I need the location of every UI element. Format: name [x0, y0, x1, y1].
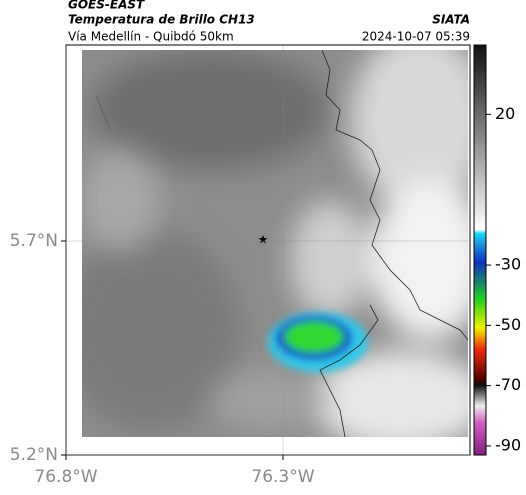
- title: Temperatura de Brillo CH13: [68, 13, 255, 27]
- brand: SIATA: [432, 13, 470, 27]
- satellite-image: [82, 50, 468, 437]
- y-tick-label: 5.2°N: [10, 445, 58, 465]
- subtitle: Vía Medellín - Quibdó 50km: [68, 30, 234, 44]
- x-tick-label: 76.3°W: [251, 467, 314, 487]
- colorbar-label: 20: [495, 104, 515, 123]
- colorbar-label: -50: [495, 315, 521, 334]
- source: GOES-EAST: [68, 0, 145, 12]
- y-tick-label: 5.7°N: [10, 231, 58, 251]
- timestamp: 2024-10-07 05:39: [362, 30, 470, 44]
- colorbar-label: -30: [495, 255, 521, 274]
- colorbar-label: -70: [495, 375, 521, 394]
- colorbar-label: -90: [495, 435, 521, 454]
- x-tick-label: 76.8°W: [34, 467, 97, 487]
- city-marker: ★: [258, 233, 269, 247]
- colorbar: [473, 44, 487, 456]
